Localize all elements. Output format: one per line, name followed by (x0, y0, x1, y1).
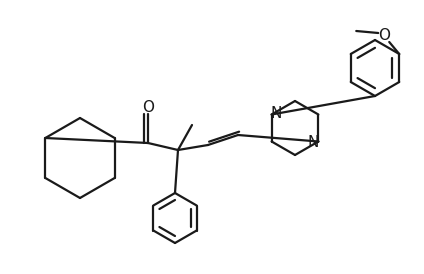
Text: O: O (142, 99, 154, 115)
Text: N: N (308, 135, 319, 150)
Text: N: N (271, 106, 282, 121)
Text: O: O (378, 28, 390, 44)
